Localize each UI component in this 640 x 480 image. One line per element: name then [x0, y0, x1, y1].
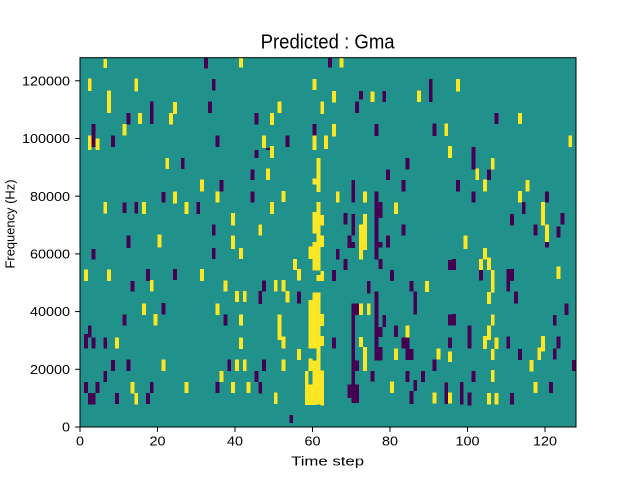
svg-text:0: 0	[76, 435, 84, 449]
svg-text:20: 20	[150, 435, 166, 449]
svg-text:80000: 80000	[30, 190, 70, 204]
svg-text:0: 0	[62, 421, 70, 435]
svg-text:Frequency (Hz): Frequency (Hz)	[4, 180, 18, 269]
svg-text:20000: 20000	[30, 363, 70, 377]
svg-text:40: 40	[227, 435, 243, 449]
svg-text:80: 80	[382, 435, 398, 449]
svg-text:60000: 60000	[30, 247, 70, 261]
svg-text:120000: 120000	[22, 74, 70, 88]
svg-text:60: 60	[305, 435, 321, 449]
svg-text:120: 120	[533, 435, 557, 449]
svg-text:40000: 40000	[30, 305, 70, 319]
svg-text:100: 100	[456, 435, 480, 449]
svg-text:Time step: Time step	[291, 455, 364, 469]
svg-text:Predicted : Gma: Predicted : Gma	[261, 32, 396, 54]
svg-text:100000: 100000	[22, 132, 70, 146]
